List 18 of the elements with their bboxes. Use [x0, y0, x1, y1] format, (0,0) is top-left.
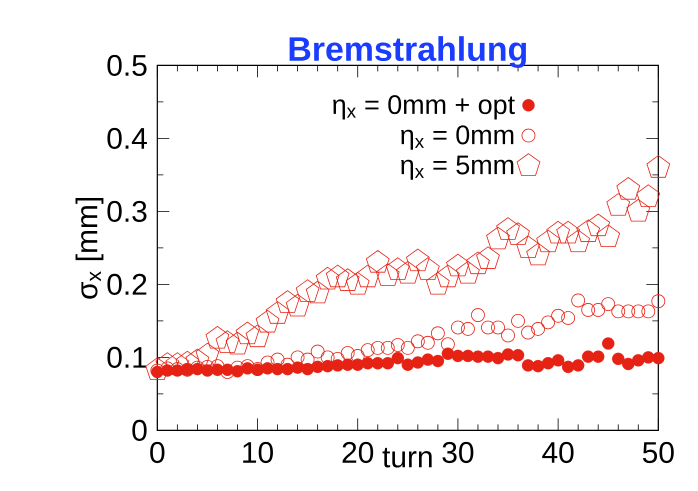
y-tick-label: 0.4	[107, 128, 147, 149]
y-tick-label: 0.5	[107, 54, 147, 76]
y-tick-label: 0.2	[107, 274, 146, 295]
y-axis-title: σ$_{x}$ [mm]	[76, 198, 104, 299]
x-tick-label: 30	[442, 442, 474, 464]
y-tick-label: 0.1	[107, 346, 146, 368]
legend-label: η$_{x}$ = 0mm	[401, 125, 514, 150]
legend-label: η$_{x}$ = 0mm + opt	[333, 95, 515, 120]
x-tick-label: 10	[243, 442, 273, 464]
y-tick-label: 0.3	[107, 200, 146, 222]
x-tick-label: 0	[150, 442, 164, 464]
x-axis-title: turn	[382, 448, 432, 468]
y-tick-label: 0	[132, 420, 147, 441]
x-tick-label: 50	[642, 442, 674, 464]
legend-label: η$_{x}$ = 5mm	[401, 156, 514, 180]
chart-title: Bremstrahlung	[290, 36, 526, 68]
x-tick-label: 40	[542, 442, 574, 464]
x-tick-label: 20	[342, 442, 374, 464]
